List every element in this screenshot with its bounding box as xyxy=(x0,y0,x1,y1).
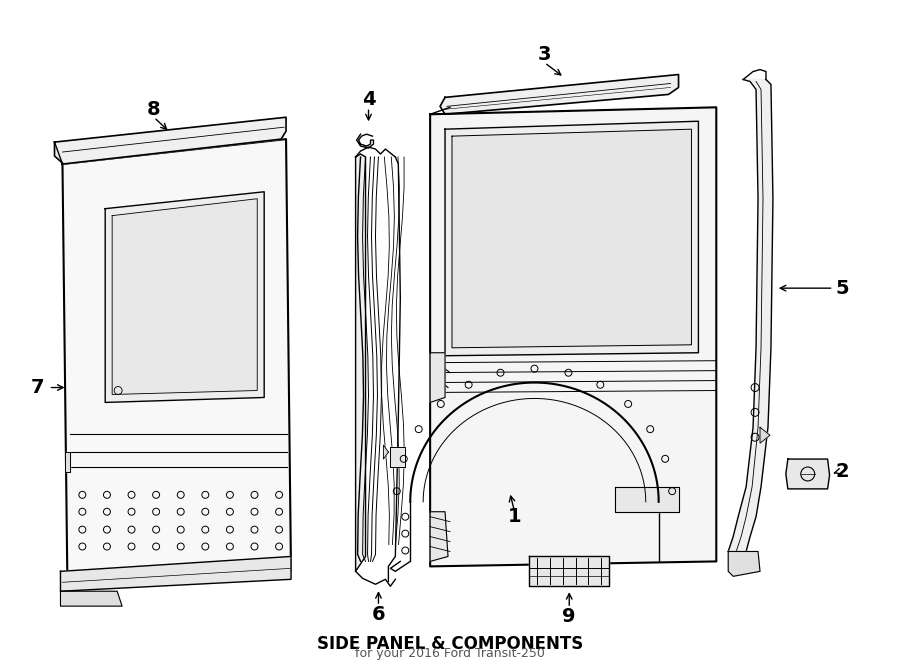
Polygon shape xyxy=(55,117,286,164)
Polygon shape xyxy=(66,452,70,472)
Text: 9: 9 xyxy=(562,607,576,625)
Text: 5: 5 xyxy=(836,279,850,297)
Text: SIDE PANEL & COMPONENTS: SIDE PANEL & COMPONENTS xyxy=(317,635,583,653)
Polygon shape xyxy=(62,139,291,586)
Polygon shape xyxy=(760,427,770,443)
Polygon shape xyxy=(728,551,760,576)
Text: 8: 8 xyxy=(147,100,161,119)
Polygon shape xyxy=(60,557,291,591)
Polygon shape xyxy=(105,192,265,403)
Text: 3: 3 xyxy=(537,45,551,64)
Polygon shape xyxy=(786,459,830,489)
Polygon shape xyxy=(60,591,122,606)
Polygon shape xyxy=(383,445,389,459)
Text: 4: 4 xyxy=(362,90,375,109)
Text: 7: 7 xyxy=(31,378,44,397)
Text: 1: 1 xyxy=(508,507,521,526)
Polygon shape xyxy=(430,107,716,566)
Polygon shape xyxy=(529,557,609,586)
Polygon shape xyxy=(728,79,773,551)
Polygon shape xyxy=(391,447,405,467)
Polygon shape xyxy=(440,75,679,114)
Polygon shape xyxy=(430,512,448,561)
Polygon shape xyxy=(445,121,698,356)
Text: for your 2016 Ford Transit-250: for your 2016 Ford Transit-250 xyxy=(356,647,544,660)
Polygon shape xyxy=(452,129,691,348)
Text: 6: 6 xyxy=(372,605,385,623)
Polygon shape xyxy=(112,199,257,395)
Polygon shape xyxy=(430,353,445,403)
Polygon shape xyxy=(356,154,365,571)
Text: 2: 2 xyxy=(836,463,850,481)
Polygon shape xyxy=(615,487,679,512)
